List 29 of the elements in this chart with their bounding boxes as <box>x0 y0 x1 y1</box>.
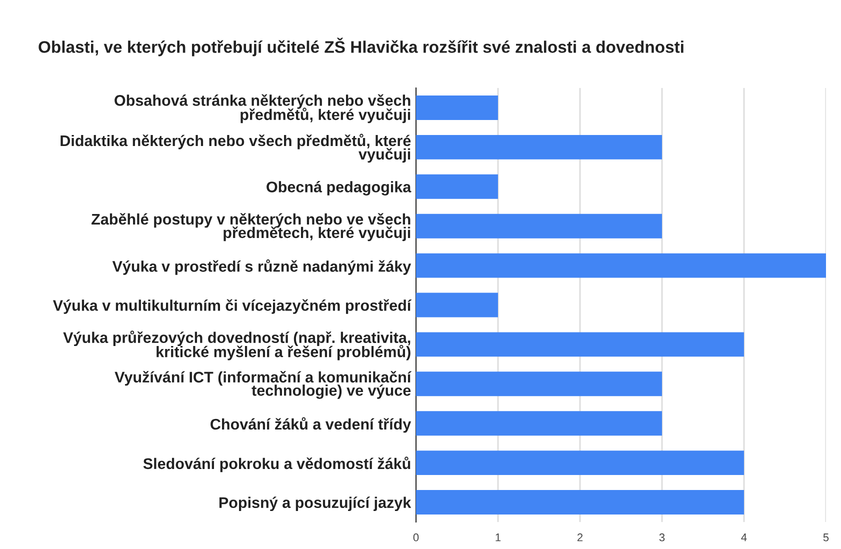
bar <box>416 332 744 357</box>
bar <box>416 174 498 199</box>
bar <box>416 292 498 318</box>
bar <box>416 253 826 278</box>
y-tick-label: Obsahová stránka některých nebo všech předmětů, které vyučuji <box>114 94 410 124</box>
y-tick-label: Sledování pokroku a vědomostí žáků <box>143 456 410 472</box>
y-tick-label: Chování žáků a vedení třídy <box>210 417 412 433</box>
x-tick-label: 2 <box>577 533 583 542</box>
x-tick-label: 0 <box>413 533 419 542</box>
y-tick-label: Popisný a posuzující jazyk <box>219 496 412 512</box>
chart-title: Oblasti, ve kterých potřebují učitelé ZŠ Hlavička rozšířit své znalosti a dovednosti <box>38 38 684 56</box>
y-tick-label: Výuka v multikulturním či vícejazyčném prostředí <box>52 299 412 314</box>
bar <box>416 411 662 436</box>
bar <box>416 450 744 476</box>
bar <box>416 95 498 120</box>
x-tick-label: 1 <box>496 534 501 542</box>
y-tick-label: Výuka průřezových dovedností (např. kreativita, kritické myšlení a řešení problémů) <box>63 330 410 360</box>
bar <box>416 372 662 396</box>
x-tick-label: 5 <box>823 534 829 542</box>
y-tick-label: Didaktika některých nebo všech předmětů, které vyučuji <box>60 134 411 163</box>
y-tick-label: Zaběhlé postupy v některých nebo ve všech předmětech, které vyučuji <box>92 213 410 242</box>
x-tick-label: 3 <box>659 533 665 542</box>
bar <box>416 214 662 238</box>
bar <box>416 490 744 515</box>
x-tick-label: 4 <box>741 534 747 542</box>
y-tick-label: Výuka v prostředí s různě nadanými žáky <box>112 259 412 275</box>
y-tick-label: Využívání ICT (informační a komunikační technologie) ve výuce <box>114 371 412 399</box>
y-tick-label: Obecná pedagogika <box>266 181 412 196</box>
bar <box>416 134 662 160</box>
